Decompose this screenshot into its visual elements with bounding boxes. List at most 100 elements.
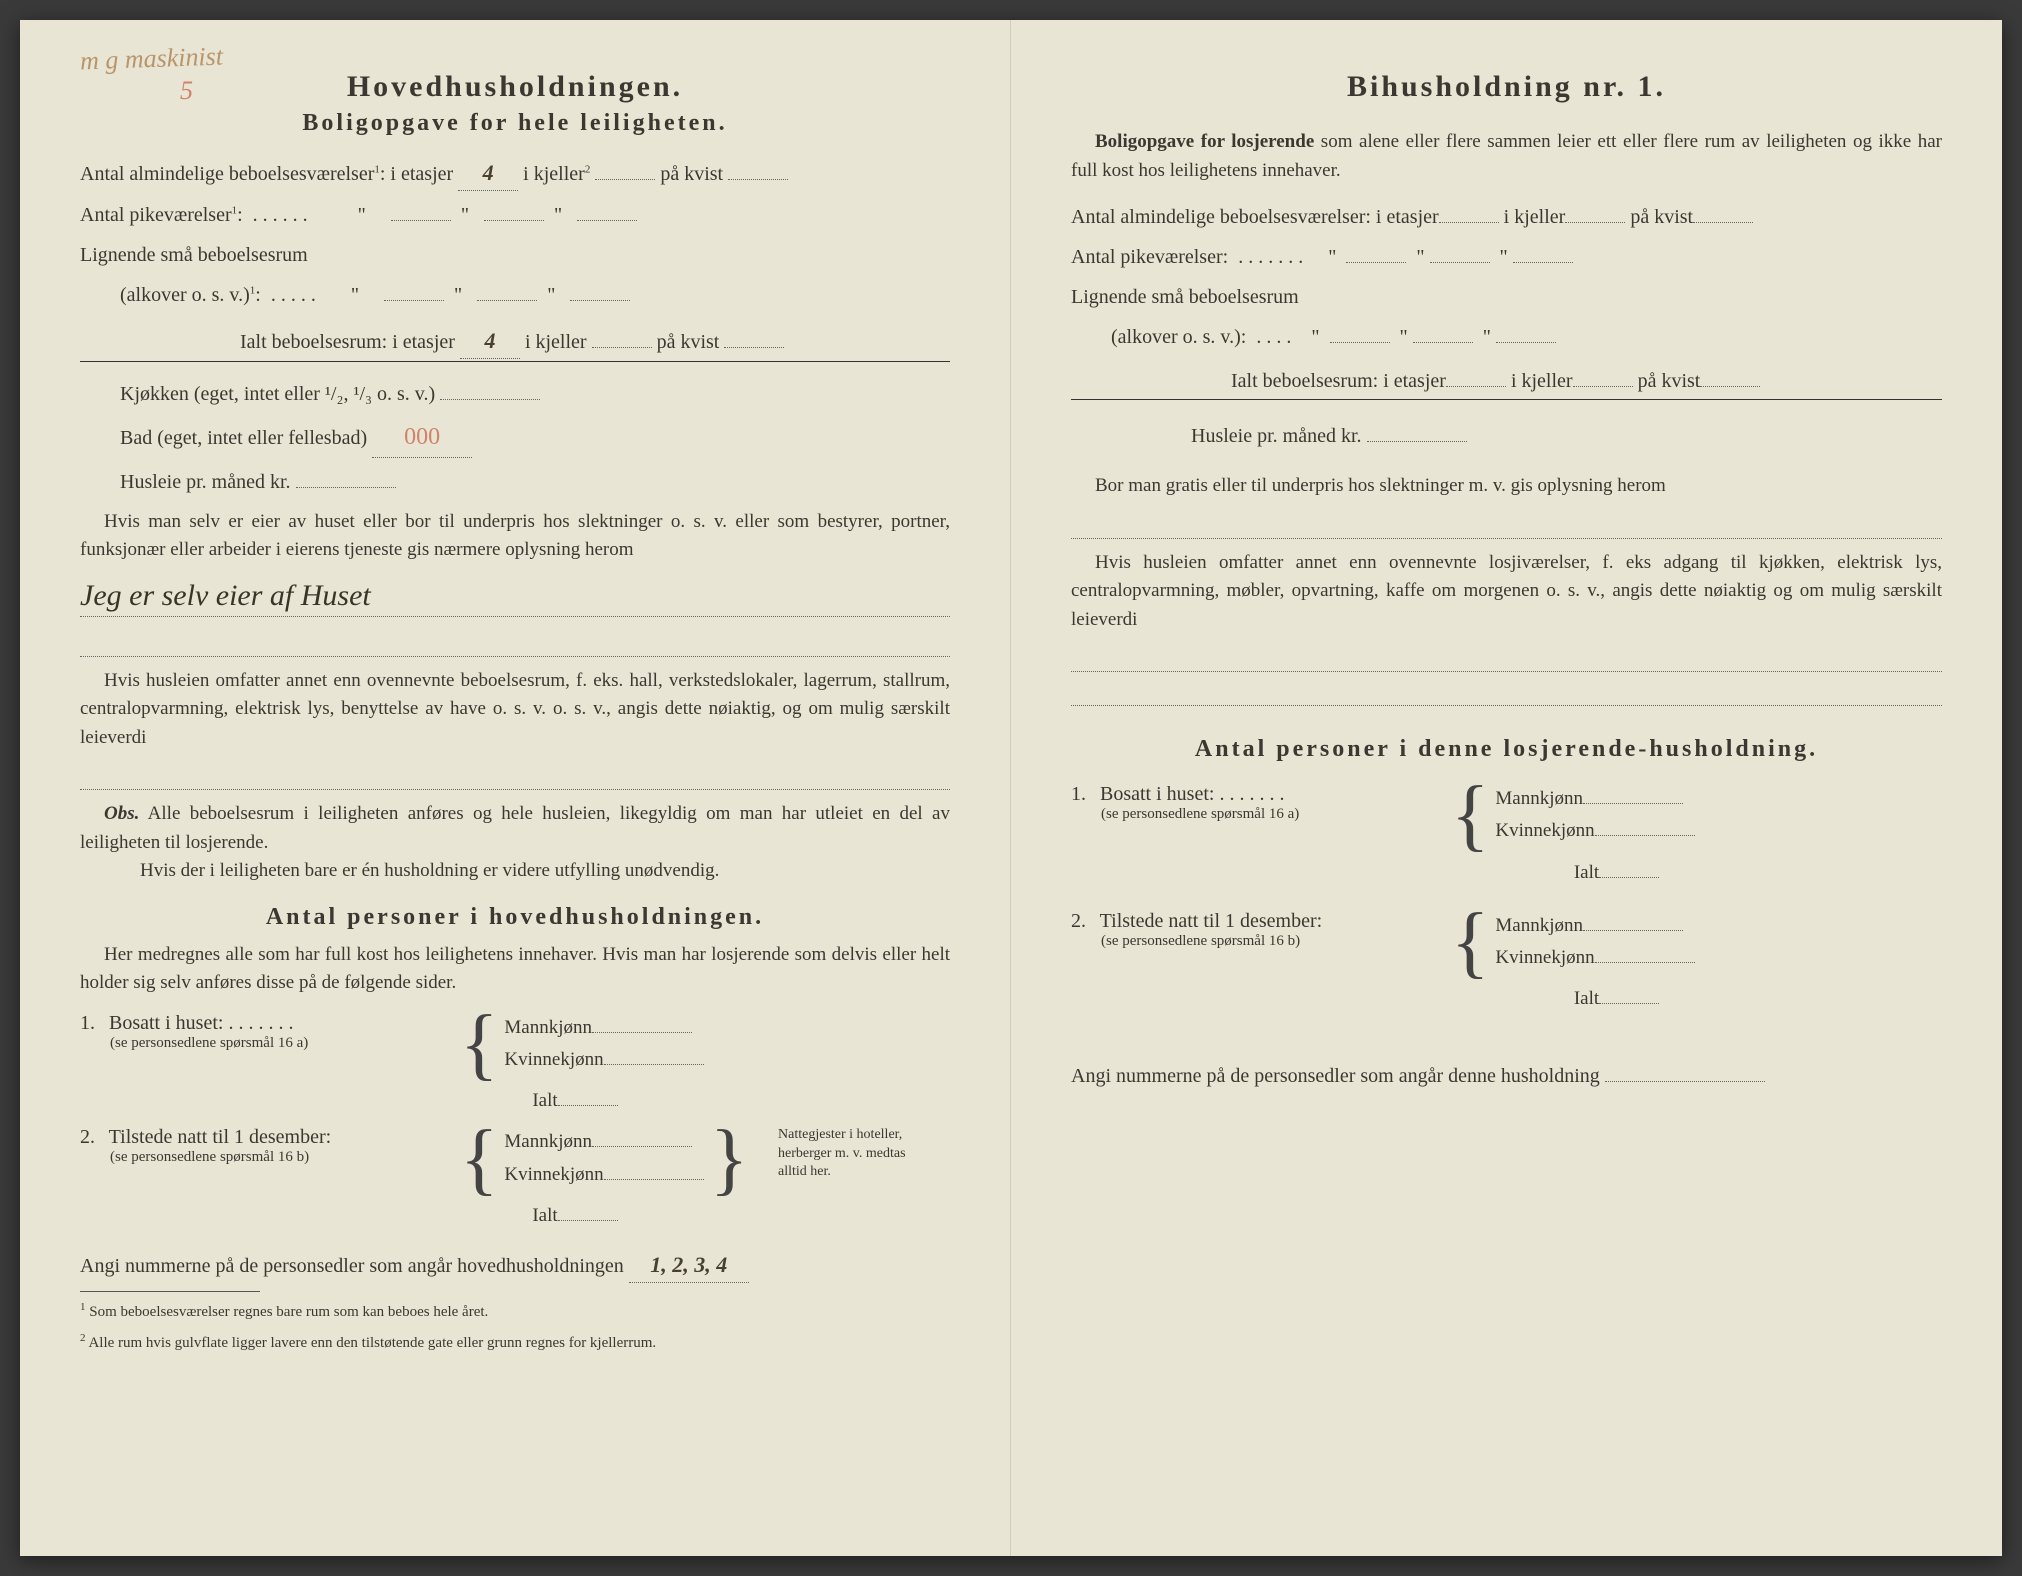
left-page: m g maskinist 5 Hovedhusholdningen. Boli… bbox=[20, 20, 1011, 1556]
fn2-text: Alle rum hvis gulvflate ligger lavere en… bbox=[88, 1335, 656, 1351]
obs-text1: Alle beboelsesrum i leiligheten anføres … bbox=[80, 803, 950, 853]
r-brace-1: { Mannkjønn Kvinnekjønn bbox=[1451, 783, 1695, 848]
val-ialt-kj bbox=[592, 347, 652, 348]
v-m2 bbox=[592, 1146, 692, 1147]
brace-1: { Mannkjønn Kvinnekjønn bbox=[460, 1012, 704, 1077]
r-blank-c bbox=[1071, 678, 1942, 706]
val-bad: 000 bbox=[372, 418, 472, 457]
obs-label: Obs. bbox=[104, 803, 139, 824]
blank-line-a bbox=[80, 629, 950, 657]
r-lignende: Lignende små beboelsesrum bbox=[1071, 281, 1942, 313]
lbl-ialt-kj: i kjeller bbox=[525, 331, 587, 353]
val-ialt-kv bbox=[724, 347, 784, 348]
q1-sub: (se personsedlene spørsmål 16 a) bbox=[80, 1035, 440, 1052]
brace-2: { Mannkjønn Kvinnekjønn { bbox=[460, 1126, 748, 1191]
r-section: Antal personer i denne losjerende-hushol… bbox=[1071, 736, 1942, 763]
footnote-2: 2 Alle rum hvis gulvflate ligger lavere … bbox=[80, 1331, 950, 1354]
handwriting-owner: Jeg er selv eier af Huset bbox=[80, 575, 950, 617]
ialt2-label: Ialt bbox=[532, 1205, 557, 1226]
kvinne2: Kvinnekjønn bbox=[504, 1164, 603, 1185]
rv-angi bbox=[1605, 1081, 1765, 1082]
label-ialt: Ialt beboelsesrum: bbox=[240, 331, 387, 353]
r-intro-bold: Boligopgave for losjerende bbox=[1095, 131, 1314, 152]
r-intro: Boligopgave for losjerende som alene ell… bbox=[1071, 128, 1942, 185]
val-husleie bbox=[296, 487, 396, 488]
label-husleie: Husleie pr. måned kr. bbox=[120, 471, 291, 493]
r-brace-2: { Mannkjønn Kvinnekjønn bbox=[1451, 910, 1695, 975]
ialt-2: Ialt bbox=[80, 1205, 950, 1227]
kvinne1: Kvinnekjønn bbox=[504, 1049, 603, 1070]
blank-line-b bbox=[80, 762, 950, 790]
r-q1: 1. Bosatt i huset: . . . . . . . (se per… bbox=[1071, 783, 1431, 823]
r-blank-b bbox=[1071, 644, 1942, 672]
rv-kv bbox=[1693, 222, 1753, 223]
r-row-pike: Antal pikeværelser: . . . . . . . " " " bbox=[1071, 241, 1942, 273]
r-ialt-kv-lbl: på kvist bbox=[1638, 370, 1701, 392]
row-ialt: Ialt beboelsesrum: i etasjer 4 i kjeller… bbox=[80, 321, 950, 362]
rv-a-kv bbox=[1496, 342, 1556, 343]
handwriting-annotation-5: 5 bbox=[180, 76, 193, 106]
val-kjokken bbox=[440, 399, 540, 400]
footnote-1: 1 Som beboelsesværelser regnes bare rum … bbox=[80, 1300, 950, 1323]
r-alk-label: (alkover o. s. v.): bbox=[1111, 326, 1246, 348]
v-m1 bbox=[592, 1032, 692, 1033]
r-para-gratis: Bor man gratis eller til underpris hos s… bbox=[1071, 472, 1942, 501]
para-hvis1: Hvis man selv er eier av huset eller bor… bbox=[80, 508, 950, 565]
rv-i2 bbox=[1599, 1003, 1659, 1004]
rv-kj bbox=[1565, 222, 1625, 223]
q2: 2. Tilstede natt til 1 desember: (se per… bbox=[80, 1126, 440, 1166]
r-person-row-2: 2. Tilstede natt til 1 desember: (se per… bbox=[1071, 910, 1942, 975]
person-row-2: 2. Tilstede natt til 1 desember: (se per… bbox=[80, 1126, 950, 1191]
r-q2-label: Tilstede natt til 1 desember: bbox=[1100, 910, 1323, 932]
label-almindelige: Antal almindelige beboelsesværelser bbox=[80, 163, 374, 185]
label-bad: Bad (eget, intet eller fellesbad) bbox=[120, 427, 367, 449]
row-lignende: Lignende små beboelsesrum bbox=[80, 239, 950, 271]
r-ialt1-label: Ialt bbox=[1574, 862, 1599, 883]
r-label-alm: Antal almindelige beboelsesværelser: bbox=[1071, 206, 1371, 228]
r-para-omfatter: Hvis husleien omfatter annet enn ovennev… bbox=[1071, 549, 1942, 635]
rv-i-kv bbox=[1700, 386, 1760, 387]
rv-i1 bbox=[1599, 877, 1659, 878]
footnote-rule bbox=[80, 1291, 260, 1292]
obs-text2: Hvis der i leiligheten bare er én hushol… bbox=[80, 857, 719, 886]
row-alkover: (alkover o. s. v.)1: . . . . . " " " bbox=[80, 279, 950, 311]
r-title: Bihusholdning nr. 1. bbox=[1071, 70, 1942, 104]
val-pike-kv bbox=[577, 220, 637, 221]
val-ialt-et: 4 bbox=[460, 323, 520, 359]
r-lbl-kv: på kvist bbox=[1630, 206, 1693, 228]
v-k2 bbox=[604, 1179, 704, 1180]
row-bad: Bad (eget, intet eller fellesbad) 000 bbox=[80, 418, 950, 457]
val-pike-et bbox=[391, 220, 451, 221]
q2-label: Tilstede natt til 1 desember: bbox=[109, 1126, 332, 1148]
handwriting-annotation-top: m g maskinist bbox=[80, 42, 224, 77]
angi-row: Angi nummerne på de personsedler som ang… bbox=[80, 1247, 950, 1283]
r-q2: 2. Tilstede natt til 1 desember: (se per… bbox=[1071, 910, 1431, 950]
r-angi: Angi nummerne på de personsedler som ang… bbox=[1071, 1060, 1942, 1092]
r-angi-label: Angi nummerne på de personsedler som ang… bbox=[1071, 1065, 1600, 1087]
ialt1-label: Ialt bbox=[532, 1090, 557, 1111]
r-ialt-kj-lbl: i kjeller bbox=[1511, 370, 1573, 392]
q1: 1. Bosatt i huset: . . . . . . . (se per… bbox=[80, 1012, 440, 1052]
lbl-ialt-kv: på kvist bbox=[657, 331, 720, 353]
r-ialt-row: Ialt beboelsesrum: i etasjer i kjeller p… bbox=[1071, 363, 1942, 400]
rv-i-et bbox=[1446, 386, 1506, 387]
title-sub: Boligopgave for hele leiligheten. bbox=[80, 110, 950, 137]
rv-m2 bbox=[1583, 930, 1683, 931]
r-mann2: Mannkjønn bbox=[1495, 915, 1583, 936]
r-kvinne2: Kvinnekjønn bbox=[1495, 947, 1594, 968]
label-alkover: (alkover o. s. v.) bbox=[120, 284, 250, 306]
v-i1 bbox=[558, 1105, 618, 1106]
r-husleie-label: Husleie pr. måned kr. bbox=[1191, 425, 1362, 447]
lbl-ialt-et: i etasjer bbox=[392, 331, 455, 353]
rv-et bbox=[1439, 222, 1499, 223]
v-i2 bbox=[558, 1220, 618, 1221]
r-q2-sub: (se personsedlene spørsmål 16 b) bbox=[1071, 933, 1431, 950]
r-q1-sub: (se personsedlene spørsmål 16 a) bbox=[1071, 806, 1431, 823]
document-spread: m g maskinist 5 Hovedhusholdningen. Boli… bbox=[20, 20, 2002, 1556]
fn1-text: Som beboelsesværelser regnes bare rum so… bbox=[89, 1304, 488, 1320]
val-pike-kj bbox=[484, 220, 544, 221]
val-alk-kv bbox=[570, 300, 630, 301]
q2-sub: (se personsedlene spørsmål 16 b) bbox=[80, 1149, 440, 1166]
r-kvinne1: Kvinnekjønn bbox=[1495, 820, 1594, 841]
r-ialt-label: Ialt beboelsesrum: bbox=[1231, 370, 1378, 392]
